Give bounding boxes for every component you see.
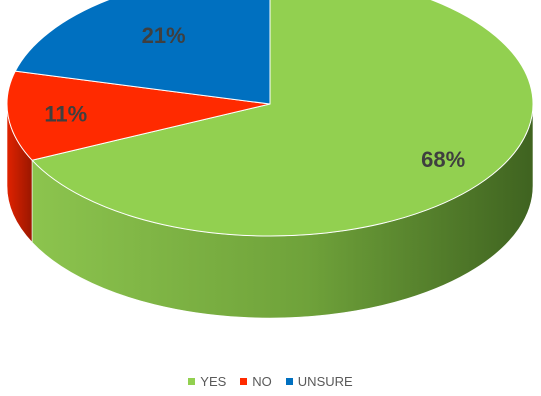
- pie-slice-yes: [31, 0, 534, 237]
- data-label-yes: 68%: [421, 147, 465, 172]
- data-label-no: 11%: [44, 102, 87, 127]
- data-label-unsure: 21%: [142, 23, 186, 48]
- legend-swatch-no: [240, 378, 248, 385]
- pie-slices: [6, 0, 534, 237]
- legend: YES NO UNSURE: [0, 374, 541, 389]
- pie-slice-no: [6, 70, 271, 161]
- legend-swatch-unsure: [285, 378, 293, 385]
- legend-label-yes: YES: [200, 374, 227, 389]
- legend-label-no: NO: [252, 374, 272, 389]
- legend-item-yes: YES: [188, 374, 226, 389]
- pie-slice-unsure: [14, 0, 271, 105]
- legend-swatch-yes: [188, 378, 196, 385]
- legend-item-unsure: UNSURE: [285, 374, 353, 389]
- legend-item-no: NO: [240, 374, 272, 389]
- legend-label-unsure: UNSURE: [297, 374, 353, 389]
- pie-data-labels: 68% 11% 21%: [44, 23, 465, 172]
